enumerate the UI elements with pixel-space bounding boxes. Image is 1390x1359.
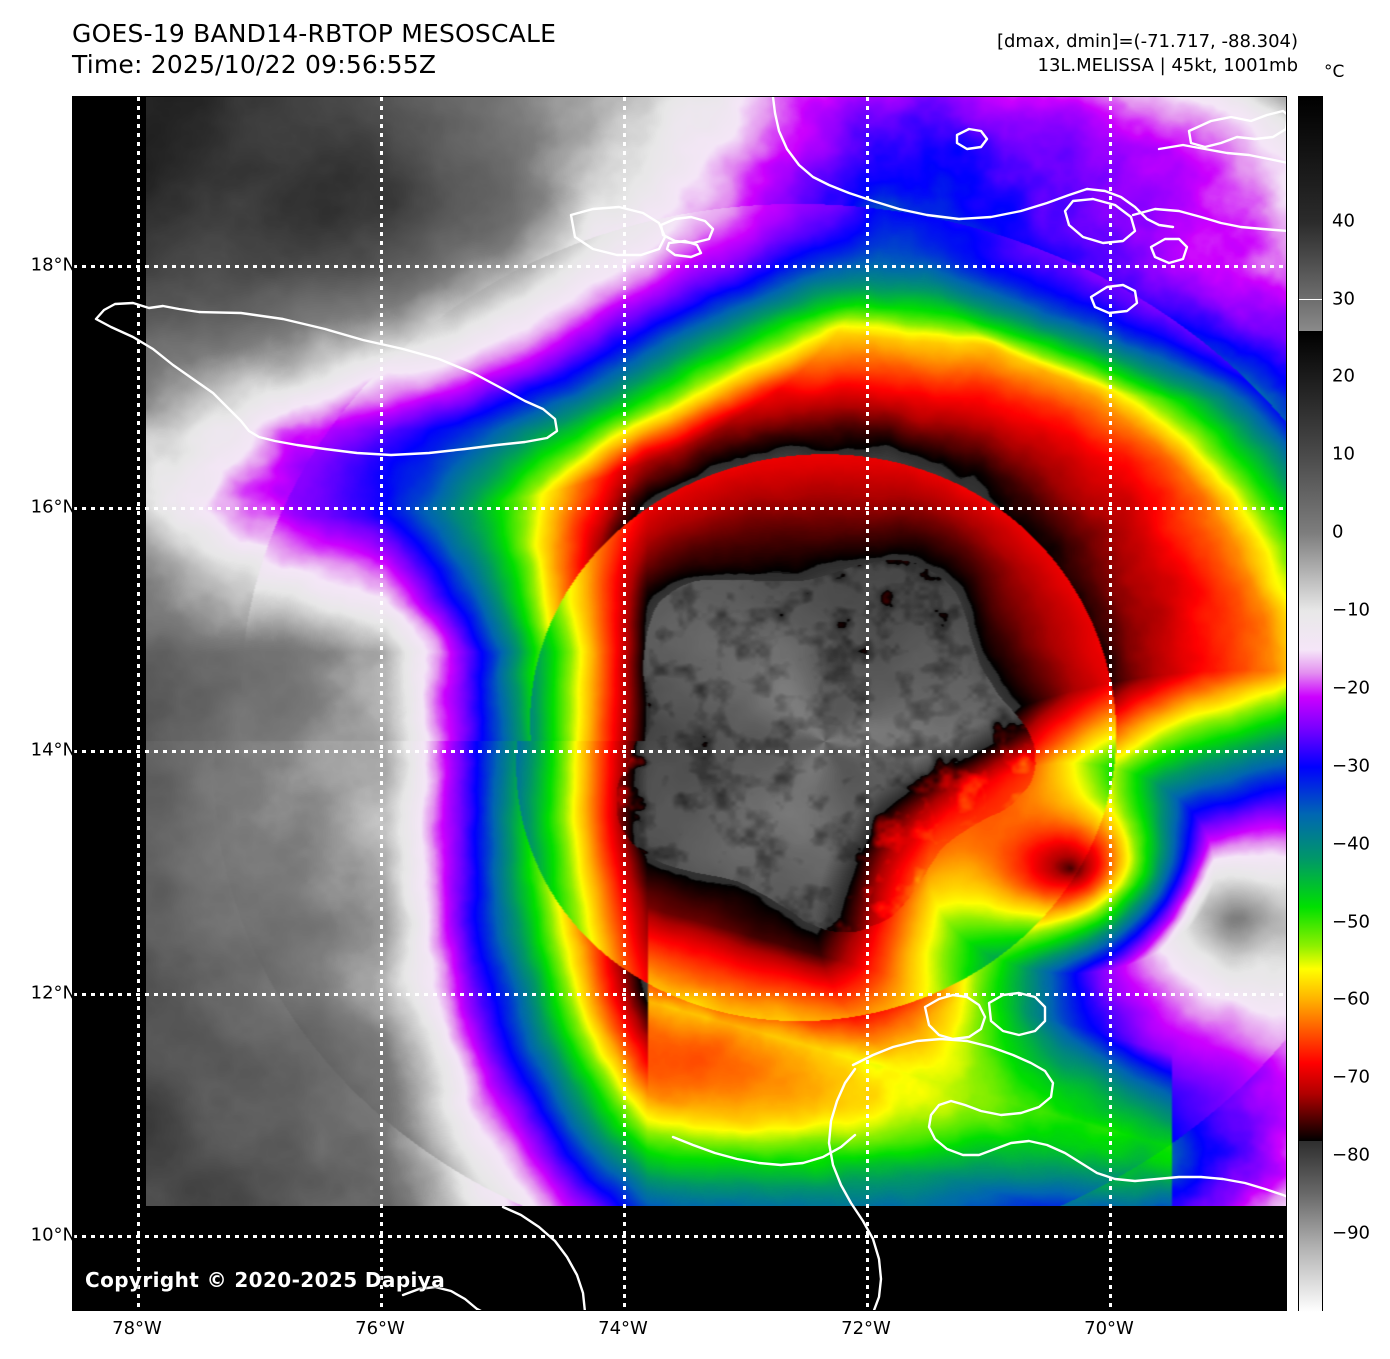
- colorbar-segment: [1299, 673, 1322, 697]
- colorbar-tick-4: 0: [1332, 521, 1344, 543]
- colorbar-segment: [1299, 1031, 1322, 1063]
- x-tick-4: 70°W: [1084, 1318, 1134, 1339]
- colorbar-tick-5: −10: [1332, 599, 1370, 621]
- colorbar-tick-9: −50: [1332, 911, 1370, 933]
- satellite-data-raster: [146, 97, 1286, 1206]
- colorbar-tick-6: −20: [1332, 677, 1370, 699]
- colorbar-segment: [1299, 1062, 1322, 1094]
- colorbar-segment: [1299, 766, 1322, 814]
- colorbar-segment: [1299, 1140, 1322, 1142]
- colorbar-segment: [1299, 1249, 1322, 1312]
- x-tick-1: 76°W: [355, 1318, 405, 1339]
- colorbar-segment: [1299, 97, 1322, 222]
- timestamp-line: Time: 2025/10/22 09:56:55Z: [72, 50, 437, 79]
- colorbar-segment: [1299, 727, 1322, 767]
- colorbar-segment: [1299, 969, 1322, 1001]
- colorbar-tick-3: 10: [1332, 443, 1355, 465]
- x-tick-2: 74°W: [598, 1318, 648, 1339]
- colorbar-segment: [1299, 1141, 1322, 1196]
- colorbar-segment: [1299, 1000, 1322, 1032]
- satellite-image-plot[interactable]: Copyright © 2020-2025 Dapiya: [72, 96, 1287, 1311]
- colorbar-tick-0: 40: [1332, 210, 1355, 232]
- dmax-dmin-readout: [dmax, dmin]=(-71.717, -88.304): [996, 31, 1298, 52]
- colorbar-segment: [1299, 533, 1322, 612]
- colorbar-segment: [1299, 299, 1322, 331]
- colorbar-unit-label: °C: [1324, 62, 1345, 82]
- y-tick-0: 18°N: [30, 254, 76, 276]
- colorbar-tick-8: −40: [1332, 833, 1370, 855]
- y-tick-3: 12°N: [30, 982, 76, 1004]
- colorbar-tick-1: 30: [1332, 288, 1355, 309]
- colorbar-segment: [1299, 907, 1322, 946]
- colorbar-segment: [1299, 221, 1322, 300]
- ir-brightness-temperature-canvas: [146, 97, 1286, 1206]
- colorbar-tick-2: 20: [1332, 365, 1355, 387]
- colorbar-segment: [1299, 649, 1322, 674]
- colorbar-segment: [1299, 1125, 1322, 1141]
- colorbar-segment: [1299, 331, 1322, 456]
- colorbar-tick-12: −80: [1332, 1144, 1370, 1166]
- x-tick-3: 72°W: [841, 1318, 891, 1339]
- colorbar-tick-10: −60: [1332, 988, 1370, 1010]
- colorbar-tick-13: −90: [1332, 1222, 1370, 1244]
- y-tick-1: 16°N: [30, 496, 76, 518]
- colorbar-segment: [1299, 1093, 1322, 1126]
- colorbar-segment: [1299, 945, 1322, 970]
- header-left: GOES-19 BAND14-RBTOP MESOSCALE Time: 202…: [72, 18, 772, 80]
- y-tick-2: 14°N: [30, 739, 76, 761]
- colorbar-tick-7: −30: [1332, 755, 1370, 777]
- gridline-lat-10: [73, 1235, 1286, 1238]
- x-tick-0: 78°W: [112, 1318, 162, 1339]
- copyright-notice: Copyright © 2020-2025 Dapiya: [85, 1268, 446, 1292]
- colorbar-segment: [1299, 860, 1322, 907]
- gridline-lon-78: [137, 97, 140, 1310]
- y-tick-4: 10°N: [30, 1224, 76, 1246]
- colorbar-segment: [1299, 696, 1322, 728]
- storm-info-readout: 13L.MELISSA | 45kt, 1001mb: [1037, 55, 1299, 76]
- colorbar-segment: [1299, 813, 1322, 861]
- colorbar-tick-11: −70: [1332, 1066, 1370, 1088]
- header-right: [dmax, dmin]=(-71.717, -88.304) 13L.MELI…: [997, 30, 1298, 78]
- page-title: GOES-19 BAND14-RBTOP MESOSCALE: [72, 19, 557, 48]
- colorbar-segment: [1299, 611, 1322, 650]
- colorbar-segment: [1299, 455, 1322, 534]
- temperature-colorbar[interactable]: [1298, 96, 1323, 1312]
- coastline-panama-isthmus: [501, 1205, 586, 1310]
- colorbar-segment: [1299, 330, 1322, 332]
- colorbar-segment: [1299, 1195, 1322, 1250]
